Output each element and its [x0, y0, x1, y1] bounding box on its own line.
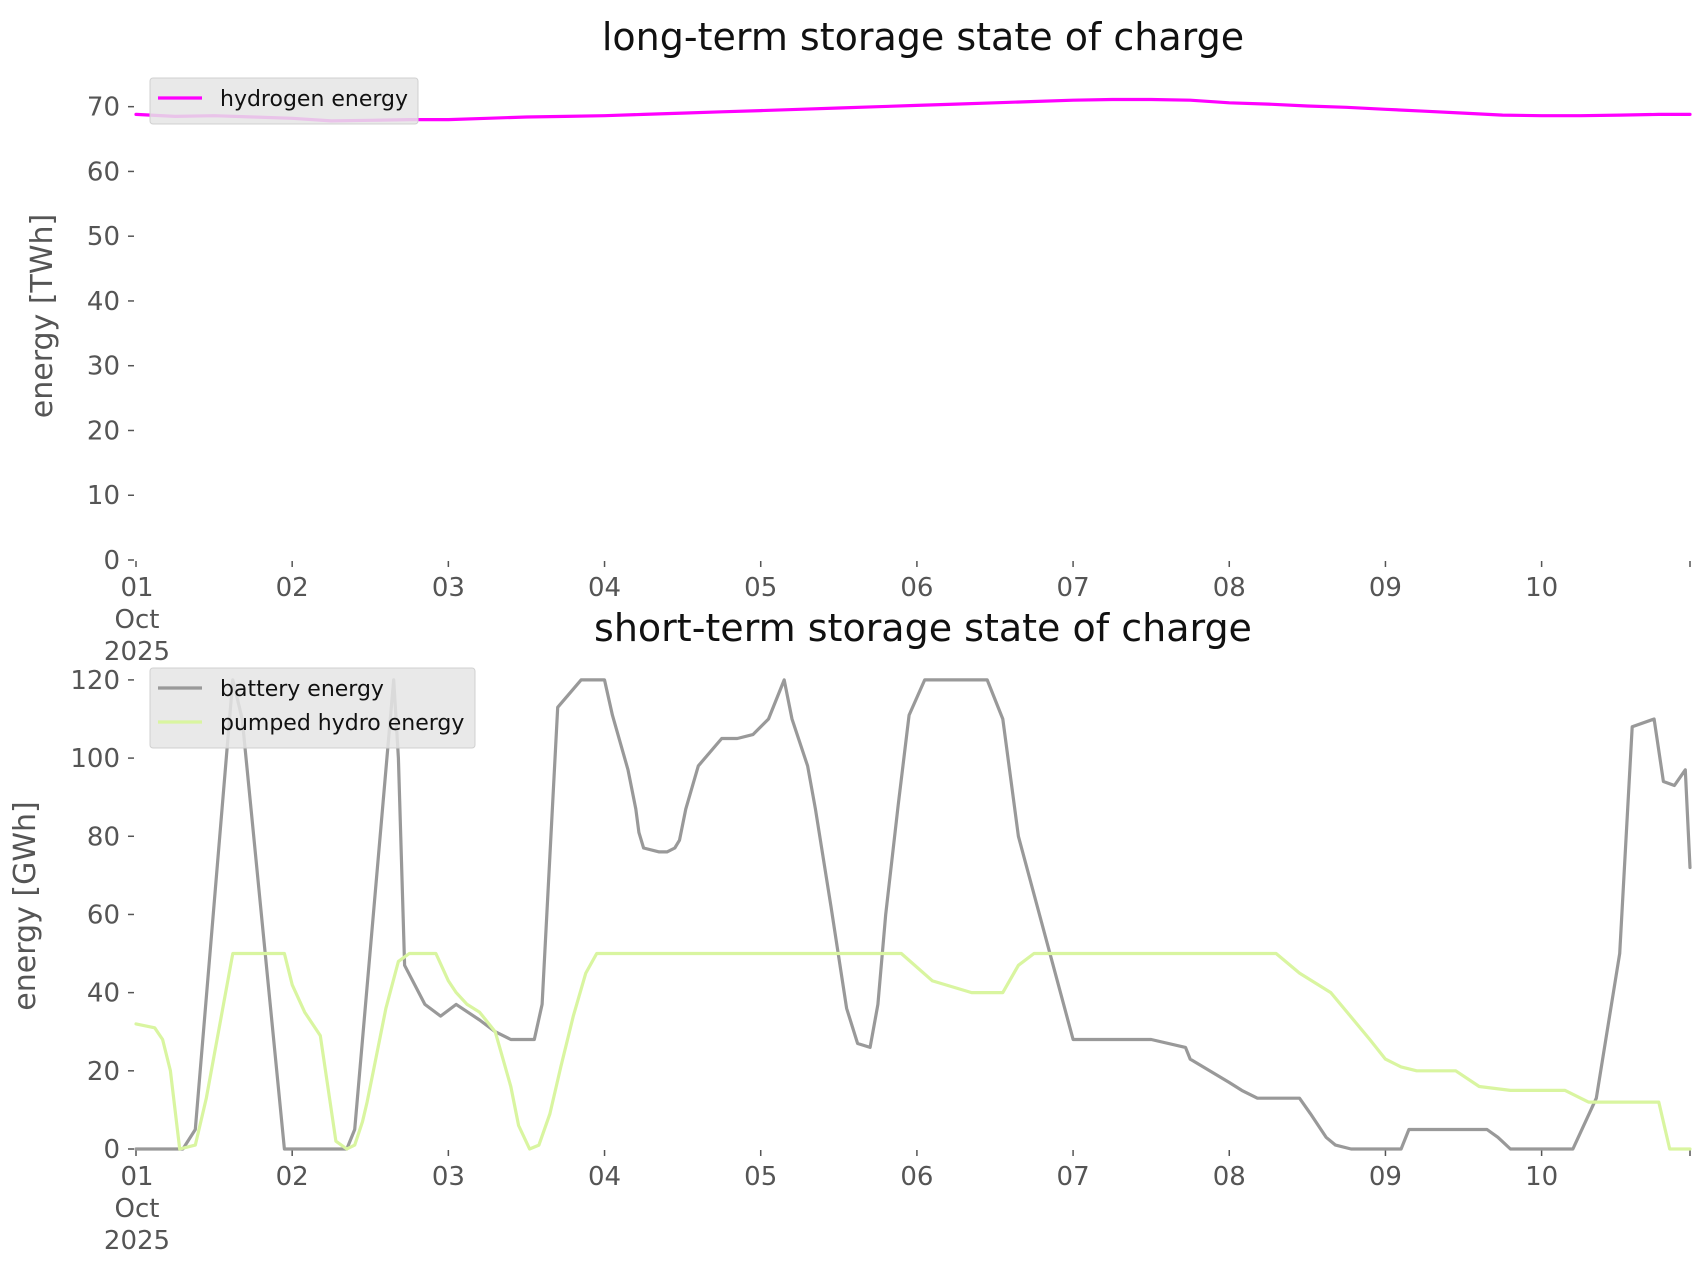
x-tick-label: 01 [120, 573, 153, 603]
y-tick-label: 50 [87, 222, 120, 252]
x-tick-label: 07 [1057, 1162, 1090, 1192]
x-tick-label: 08 [1213, 573, 1246, 603]
y-tick-label: 10 [87, 481, 120, 511]
y-tick-label: 40 [87, 979, 120, 1009]
legend-box [149, 77, 419, 125]
y-tick-label: 40 [87, 287, 120, 317]
axis-ticks: 0 10 20 30 40 50 60 70 01 02 03 04 05 06 07 08 09 10 Oct20… [87, 93, 1691, 667]
legend-label: battery energy [220, 677, 384, 702]
series-line-pumped-hydro-energy [134, 951, 1692, 1151]
short-term-storage-panel: short-term storage state of charge energ… [8, 606, 1692, 1256]
x-tick-label: 03 [432, 1162, 465, 1192]
y-tick-label: 100 [70, 744, 120, 774]
y-tick-label: 60 [87, 157, 120, 187]
x-tick-label: 04 [588, 573, 621, 603]
y-tick-label: 0 [103, 546, 120, 576]
y-tick-label: 30 [87, 352, 120, 382]
chart-title: long-term storage state of charge [602, 15, 1244, 59]
x-tick-label: 09 [1369, 1162, 1402, 1192]
x-tick-label: 05 [744, 573, 777, 603]
x-tick-label: 08 [1213, 1162, 1246, 1192]
y-tick-label: 120 [70, 666, 120, 696]
y-axis-label: energy [GWh] [8, 801, 43, 1010]
chart-title: short-term storage state of charge [594, 606, 1252, 650]
x-tick-label: 02 [276, 573, 309, 603]
x-tick-sublabel: Oct [115, 1194, 160, 1224]
x-tick-label: 05 [744, 1162, 777, 1192]
y-tick-label: 0 [103, 1135, 120, 1165]
legend-label: hydrogen energy [220, 87, 408, 112]
axis-ticks: 0 20 40 60 80 100 120 01 02 03 04 05 06 07 08 09 10 Oct20… [70, 666, 1691, 1256]
x-tick-label: 06 [900, 573, 933, 603]
y-tick-label: 20 [87, 1057, 120, 1087]
x-tick-label: 06 [900, 1162, 933, 1192]
x-tick-label: 07 [1057, 573, 1090, 603]
x-tick-label: 10 [1525, 1162, 1558, 1192]
x-tick-label: 04 [588, 1162, 621, 1192]
series-lines [134, 678, 1692, 1151]
x-tick-label: 03 [432, 573, 465, 603]
y-axis-label: energy [TWh] [25, 214, 60, 418]
x-tick-label: 10 [1525, 573, 1558, 603]
legend-box [149, 667, 476, 749]
y-tick-label: 20 [87, 416, 120, 446]
y-tick-label: 80 [87, 822, 120, 852]
legend: hydrogen energy [149, 77, 419, 125]
legend-label: pumped hydro energy [220, 711, 464, 736]
y-tick-label: 60 [87, 900, 120, 930]
x-tick-label: 09 [1369, 573, 1402, 603]
x-tick-sublabel: 2025 [104, 1226, 170, 1256]
y-tick-label: 70 [87, 93, 120, 123]
x-tick-sublabel: 2025 [104, 637, 170, 667]
x-tick-label: 01 [120, 1162, 153, 1192]
x-tick-sublabel: Oct [115, 605, 160, 635]
series-line-battery-energy [134, 678, 1692, 1151]
x-tick-label: 02 [276, 1162, 309, 1192]
long-term-storage-panel: long-term storage state of charge energy… [25, 15, 1692, 667]
legend: battery energy pumped hydro energy [149, 667, 476, 749]
